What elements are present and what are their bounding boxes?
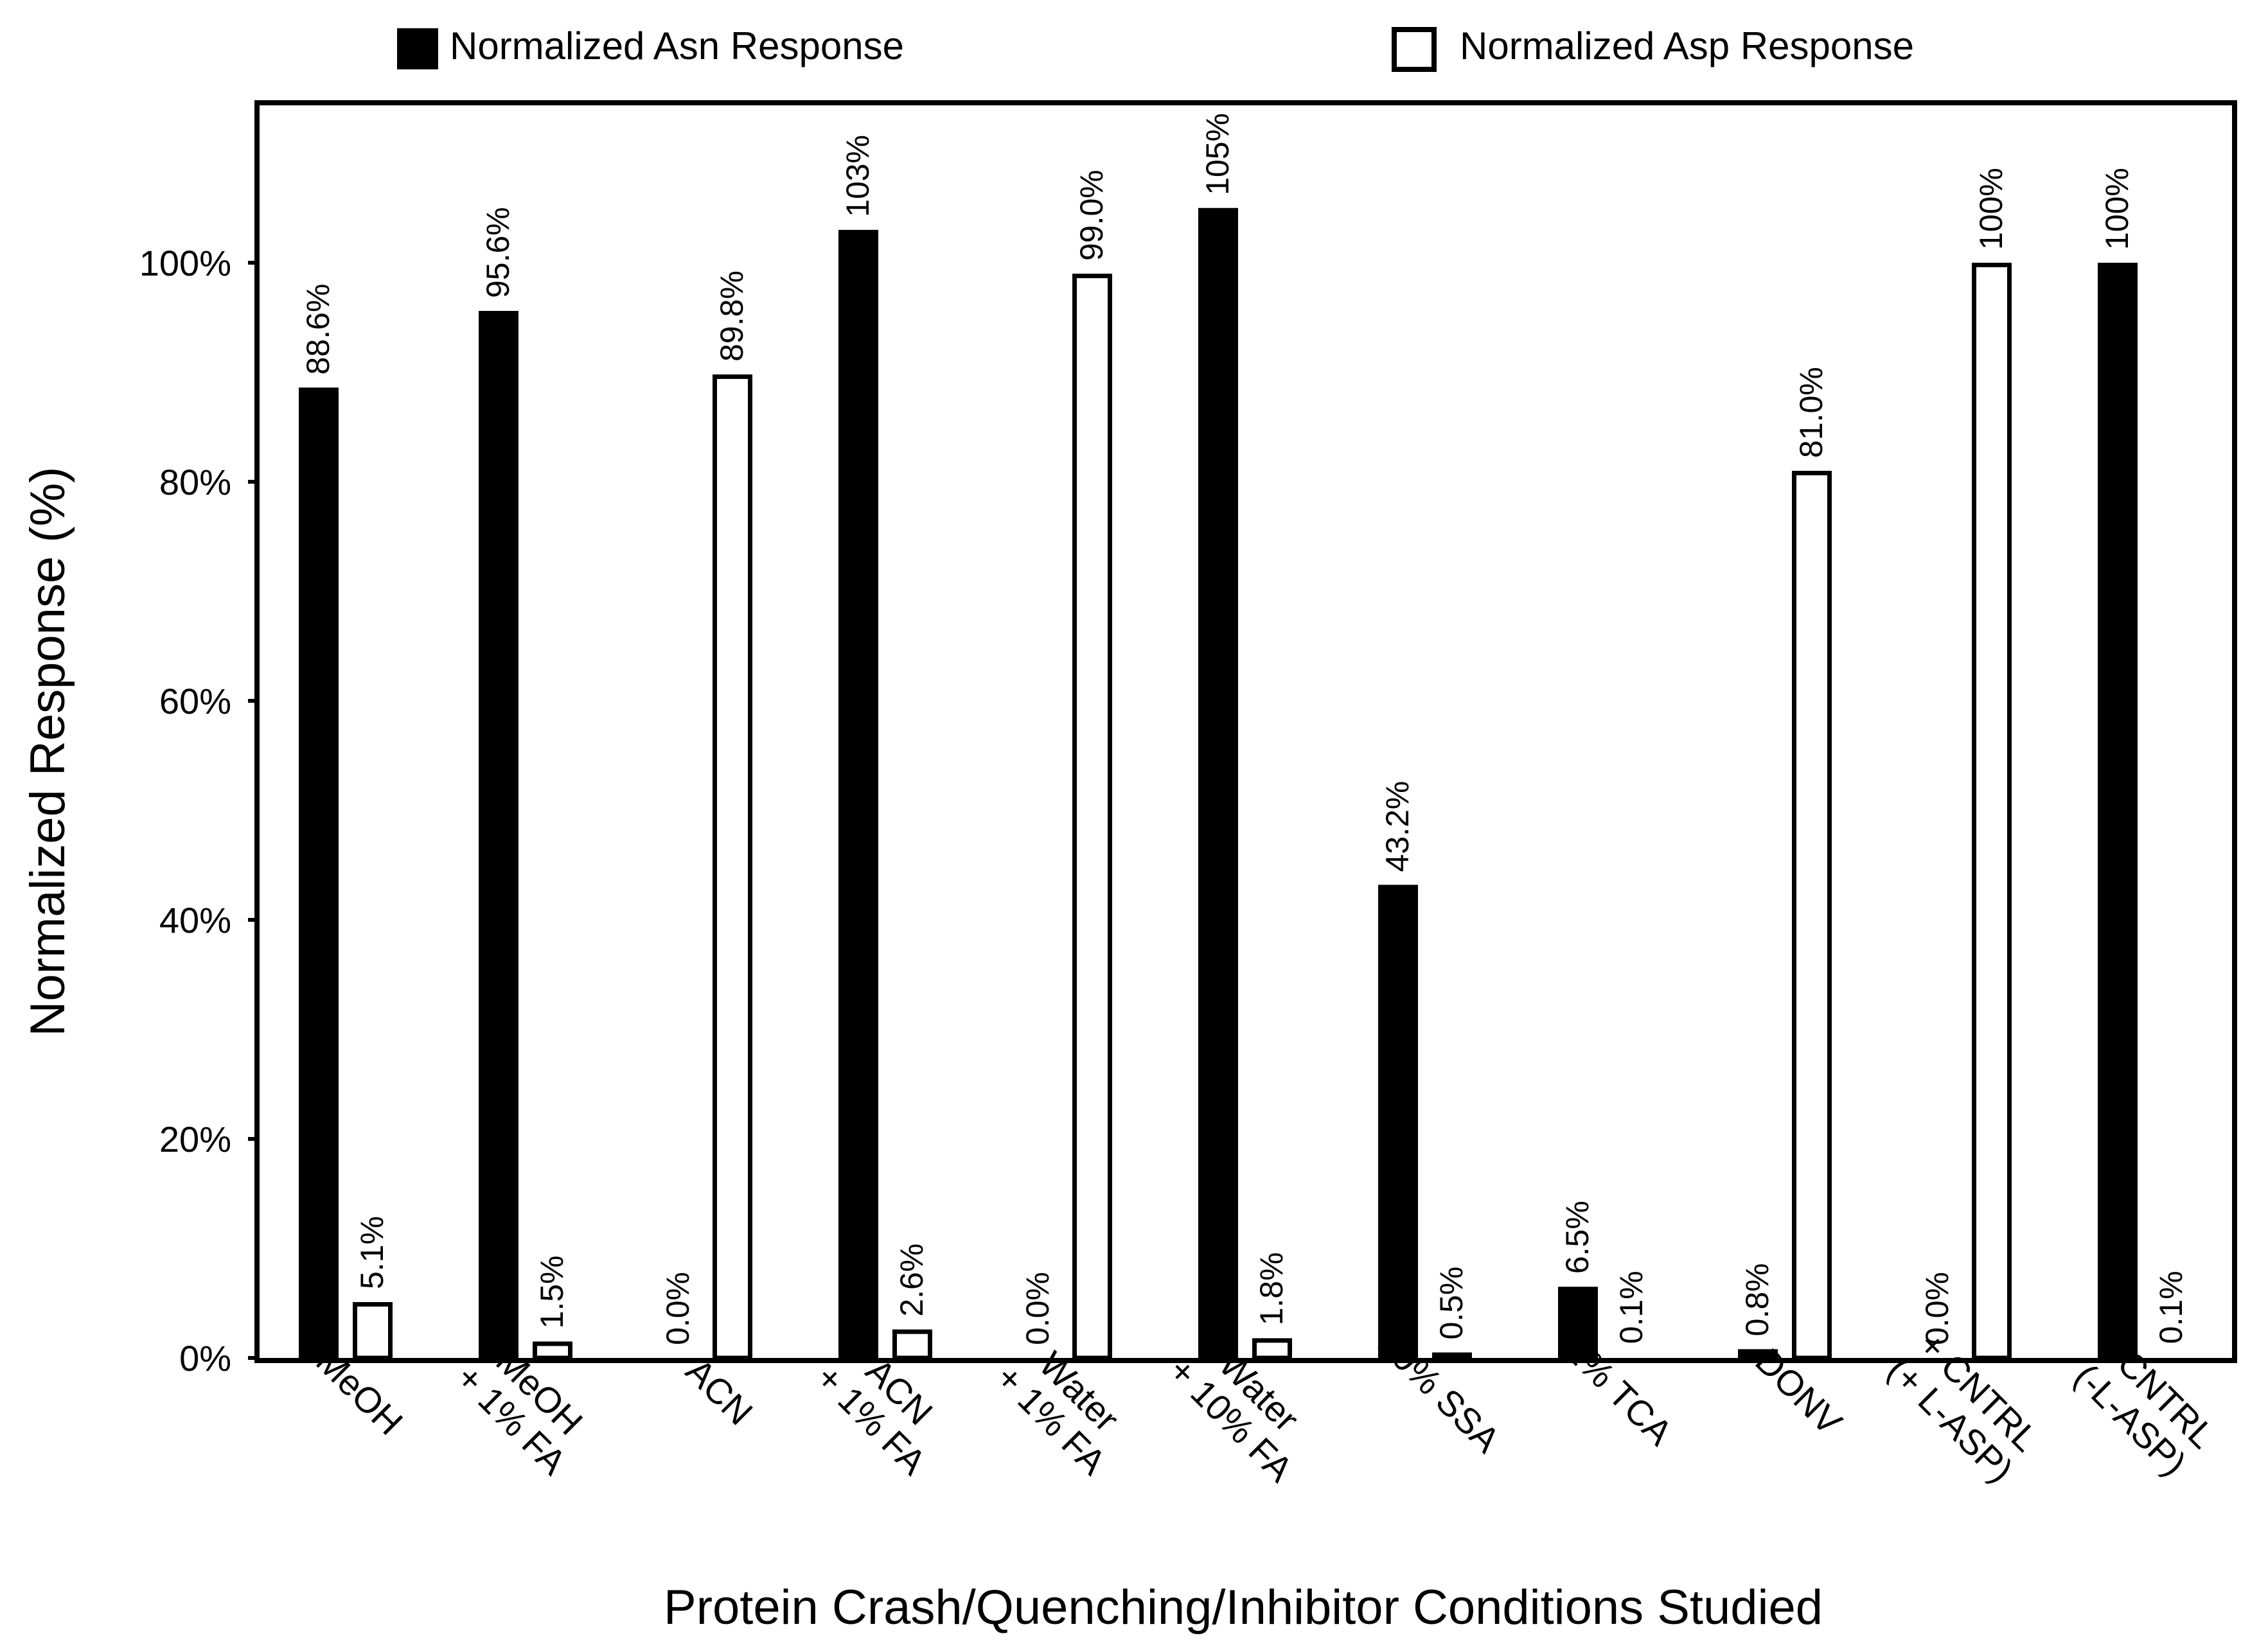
data-label-asn: 6.5%	[1559, 1201, 1595, 1274]
data-label-asp: 2.6%	[894, 1244, 930, 1317]
bar-asn	[838, 229, 878, 1359]
legend-label-asn: Normalized Asn Response	[450, 24, 904, 67]
legend-label-asp: Normalized Asp Response	[1460, 24, 1914, 67]
bar-asp	[1972, 263, 2012, 1361]
data-label-asn: 0.0%	[1919, 1272, 1955, 1345]
data-label-asn: 0.8%	[1739, 1263, 1775, 1336]
data-label-asn: 88.6%	[300, 284, 336, 375]
y-axis-ticks: 0% 20% 40% 60% 80% 100%	[139, 243, 257, 1378]
bar-asp	[892, 1329, 932, 1361]
plot-area-frame	[254, 100, 2237, 1363]
data-label-asn: 0.0%	[660, 1272, 696, 1345]
data-label-asn: 105%	[1200, 113, 1236, 195]
data-labels: 88.6% 95.6% 0.0% 103% 0.0% 105% 43.2% 6.5% 0.8% 0…	[300, 113, 2189, 1345]
bar-asn	[1738, 1349, 1778, 1358]
x-category-label: ACN+ 1% FA	[808, 1329, 962, 1483]
y-tick-label: 0%	[179, 1338, 231, 1378]
data-label-asn: 95.6%	[480, 207, 516, 298]
x-category-label: + CNTRL(+ L-ASP)	[1880, 1321, 2049, 1490]
data-label-asp: 5.1%	[354, 1216, 390, 1289]
bar-asn	[1558, 1287, 1598, 1358]
x-category-label: Water+ 10% FA	[1161, 1322, 1329, 1490]
x-category-line: 1% TCA	[1557, 1330, 1681, 1454]
bar-asp	[713, 374, 752, 1361]
x-category-line: 10% SSA	[1370, 1323, 1508, 1460]
bar-asp	[1072, 274, 1112, 1361]
bar-asp	[1252, 1338, 1292, 1361]
x-category-label: Water+ 1% FA	[988, 1329, 1142, 1483]
y-tick-label: 80%	[159, 462, 231, 502]
bar-asn	[1378, 885, 1418, 1358]
y-tick-label: 20%	[159, 1119, 231, 1159]
bar-asp	[1432, 1352, 1472, 1361]
bar-asn	[1198, 207, 1238, 1358]
y-tick-label: 40%	[159, 900, 231, 940]
data-label-asp: 81.0%	[1793, 367, 1829, 458]
x-category-label: MeOH+ 1% FA	[448, 1329, 603, 1483]
bar-asn	[479, 311, 518, 1358]
data-label-asp: 0.1%	[1613, 1271, 1649, 1344]
data-label-asn: 100%	[2099, 168, 2135, 250]
y-tick-label: 60%	[159, 681, 231, 721]
bar-asp	[1792, 470, 1832, 1361]
data-label-asp: 99.0%	[1074, 170, 1110, 261]
data-label-asp: 89.8%	[714, 270, 750, 362]
legend: Normalized Asn Response Normalized Asp R…	[397, 24, 1914, 72]
bar-asn	[2098, 263, 2138, 1358]
data-label-asp: 100%	[1973, 168, 2009, 250]
data-label-asn: 43.2%	[1379, 781, 1415, 872]
data-label-asp: 1.8%	[1254, 1252, 1289, 1325]
legend-swatch-asn	[397, 28, 438, 69]
x-category-label: 10% SSA	[1370, 1323, 1508, 1460]
data-label-asn: 0.0%	[1020, 1272, 1056, 1345]
x-category-label: 1% TCA	[1557, 1330, 1681, 1454]
x-category-label: - CNTRL(-L-ASP)	[2066, 1327, 2224, 1484]
data-label-asp: 0.5%	[1433, 1267, 1469, 1340]
bars	[299, 207, 2138, 1361]
x-axis-title: Protein Crash/Quenching/Inhibitor Condit…	[664, 1580, 1823, 1635]
bar-asp	[353, 1302, 393, 1361]
bar-asp	[533, 1341, 572, 1361]
data-label-asp: 1.5%	[534, 1255, 570, 1328]
data-label-asp: 0.1%	[2153, 1271, 2189, 1344]
bar-asn	[299, 387, 339, 1358]
data-label-asn: 103%	[840, 135, 876, 217]
y-tick-label: 100%	[139, 243, 231, 283]
legend-swatch-asp	[1392, 27, 1437, 72]
y-axis-title: Normalized Response (%)	[21, 467, 75, 1037]
